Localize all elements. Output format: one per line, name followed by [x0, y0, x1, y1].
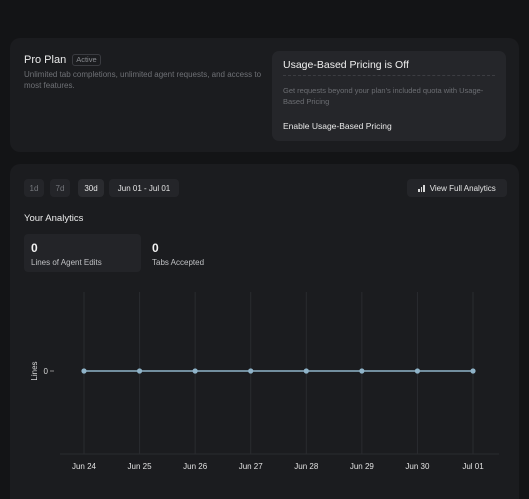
- usage-pricing-title: Usage-Based Pricing is Off: [283, 59, 409, 71]
- stat-agent-edits: 0 Lines of Agent Edits: [24, 234, 141, 272]
- y-tick-label: 0: [44, 367, 49, 376]
- usage-pricing-divider: [283, 75, 495, 76]
- x-tick-label: Jun 30: [405, 462, 430, 471]
- usage-line-chart: Lines 0 Jun 24 Jun 25 Jun 26 Jun 27 Jun 28 Jun …: [30, 292, 499, 471]
- x-tick-label: Jul 01: [462, 462, 484, 471]
- view-full-analytics-button[interactable]: View Full Analytics: [407, 179, 507, 197]
- range-7d-button[interactable]: 7d: [50, 179, 70, 197]
- usage-pricing-panel: Usage-Based Pricing is Off Get requests …: [272, 51, 506, 141]
- stat-label: Lines of Agent Edits: [31, 258, 102, 267]
- plan-card: Pro Plan Active Unlimited tab completion…: [10, 38, 519, 152]
- view-full-analytics-label: View Full Analytics: [429, 183, 496, 193]
- y-axis-label: Lines: [30, 361, 39, 380]
- x-tick-label: Jun 26: [183, 462, 208, 471]
- x-tick-label: Jun 25: [128, 462, 153, 471]
- stat-label: Tabs Accepted: [152, 258, 205, 267]
- data-point: [81, 368, 87, 374]
- usage-pricing-description: Get requests beyond your plan's included…: [283, 86, 484, 106]
- data-point: [136, 368, 143, 374]
- range-1d-button[interactable]: 1d: [24, 179, 44, 197]
- x-tick-label: Jun 29: [350, 462, 375, 471]
- data-point: [414, 368, 421, 374]
- range-30d-button[interactable]: 30d: [78, 179, 104, 197]
- data-point: [359, 368, 365, 374]
- data-point: [303, 368, 309, 374]
- enable-usage-pricing-button[interactable]: Enable Usage-Based Pricing: [283, 121, 392, 131]
- x-tick-label: Jun 24: [72, 462, 97, 471]
- analytics-card: 1d 7d 30d Jun 01 - Jul 01 View Full Anal…: [10, 164, 519, 499]
- plan-title: Pro Plan: [24, 54, 67, 66]
- plan-status-badge: Active: [72, 54, 101, 66]
- analytics-title: Your Analytics: [24, 213, 84, 224]
- plan-title-row: Pro Plan Active: [24, 54, 101, 66]
- stat-value: 0: [152, 241, 159, 255]
- stat-value: 0: [31, 241, 38, 255]
- data-point: [192, 368, 198, 374]
- plan-description: Unlimited tab completions, unlimited age…: [24, 70, 262, 90]
- date-range-picker[interactable]: Jun 01 - Jul 01: [109, 179, 179, 197]
- bar-chart-icon: [418, 184, 425, 192]
- data-point: [470, 368, 476, 374]
- stat-tabs-accepted: 0 Tabs Accepted: [145, 234, 262, 272]
- x-tick-label: Jun 27: [239, 462, 264, 471]
- data-point: [248, 368, 254, 374]
- x-tick-label: Jun 28: [294, 462, 319, 471]
